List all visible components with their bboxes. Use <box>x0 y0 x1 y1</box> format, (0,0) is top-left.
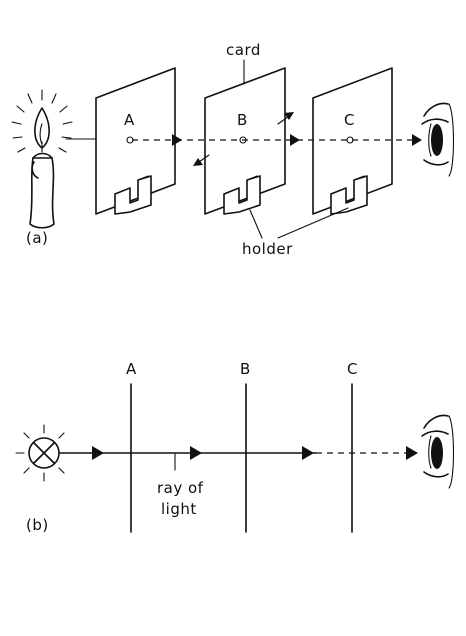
eye-icon <box>421 414 454 489</box>
card-callout: card <box>226 41 261 59</box>
card-a: A <box>95 67 176 215</box>
holder-icon <box>330 175 368 215</box>
card-label-c: C <box>344 111 354 129</box>
arrow-icon <box>290 134 300 146</box>
holder-icon <box>114 175 152 215</box>
arrow-icon <box>190 446 202 460</box>
ray-callout-line1: ray of <box>157 479 204 497</box>
arrow-icon <box>412 134 422 146</box>
holder-callout: holder <box>242 240 293 258</box>
candle-icon <box>11 89 73 229</box>
part-a-label: (a) <box>26 229 48 247</box>
ray-callout-line2: light <box>161 500 197 518</box>
screen-label-c: C <box>347 360 357 378</box>
card-icon <box>204 67 286 215</box>
part-a: A B C <box>11 41 454 258</box>
screen-label-a: A <box>126 360 137 378</box>
eye-icon <box>421 102 454 177</box>
arrow-icon <box>302 446 314 460</box>
arrow-icon <box>193 158 203 166</box>
holder-icon <box>223 175 261 215</box>
card-c: C <box>312 67 393 215</box>
card-label-b: B <box>237 111 247 129</box>
arrow-icon <box>406 446 418 460</box>
card-label-a: A <box>124 111 135 129</box>
arrow-icon <box>92 446 104 460</box>
screen-label-b: B <box>240 360 250 378</box>
arrow-icon <box>284 112 294 120</box>
part-b-label: (b) <box>26 516 49 534</box>
arrow-icon <box>172 134 182 146</box>
card-icon <box>95 67 176 215</box>
card-b: B <box>204 67 286 215</box>
part-b: A B C ray of light (b) <box>15 360 454 534</box>
